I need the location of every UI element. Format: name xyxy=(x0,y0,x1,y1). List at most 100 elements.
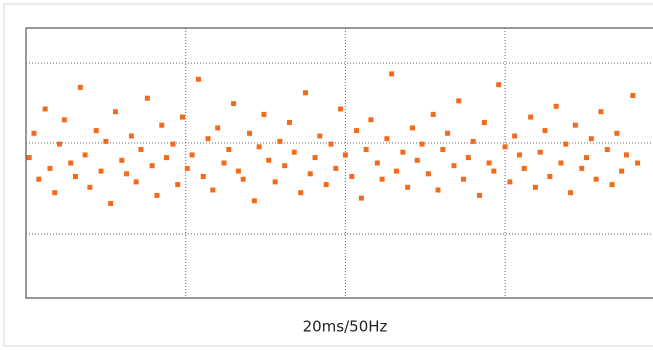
point xyxy=(247,130,253,136)
point xyxy=(133,179,139,185)
point xyxy=(154,192,160,198)
point xyxy=(286,120,292,125)
point xyxy=(93,128,99,134)
point xyxy=(98,168,104,174)
point xyxy=(409,125,415,131)
point xyxy=(614,130,620,136)
point xyxy=(537,149,543,155)
point xyxy=(210,187,216,193)
point xyxy=(563,141,569,147)
point xyxy=(405,184,411,190)
point xyxy=(598,109,604,115)
x-axis-label: 20ms/50Hz xyxy=(303,318,388,336)
point xyxy=(419,141,425,147)
point xyxy=(451,163,457,169)
point xyxy=(312,155,318,161)
point xyxy=(619,168,625,174)
point xyxy=(486,160,492,166)
point xyxy=(456,98,462,104)
point xyxy=(52,190,58,196)
point xyxy=(272,179,278,185)
point xyxy=(170,141,176,147)
point xyxy=(266,157,272,163)
point xyxy=(282,163,288,169)
point xyxy=(240,176,246,182)
point xyxy=(251,198,257,204)
point xyxy=(440,147,446,152)
point xyxy=(73,174,79,179)
point xyxy=(77,84,83,90)
point xyxy=(358,195,364,201)
point xyxy=(435,187,441,193)
point xyxy=(256,144,262,150)
point xyxy=(630,93,636,98)
point xyxy=(542,128,548,134)
point xyxy=(221,160,227,166)
point xyxy=(124,171,130,177)
point xyxy=(414,157,420,163)
point xyxy=(393,168,399,174)
point xyxy=(128,133,134,139)
point xyxy=(164,155,170,161)
point xyxy=(502,144,508,150)
point xyxy=(374,160,380,166)
point xyxy=(144,95,150,101)
point xyxy=(496,82,502,88)
point xyxy=(119,157,125,163)
point xyxy=(277,138,283,144)
point xyxy=(623,152,629,158)
point xyxy=(572,122,578,128)
point xyxy=(425,171,431,177)
point xyxy=(42,106,48,112)
point xyxy=(184,165,190,171)
point xyxy=(349,174,355,179)
point xyxy=(47,165,53,171)
point xyxy=(307,171,313,177)
point xyxy=(568,190,574,196)
point xyxy=(547,174,553,179)
point xyxy=(175,182,181,188)
point xyxy=(189,152,195,158)
point xyxy=(588,136,594,142)
point xyxy=(516,152,522,158)
point xyxy=(553,103,559,109)
point xyxy=(445,130,451,136)
point xyxy=(461,176,467,182)
point xyxy=(298,190,304,196)
point xyxy=(635,160,641,166)
point xyxy=(68,160,74,166)
point xyxy=(302,90,308,96)
point xyxy=(159,122,165,128)
point xyxy=(528,114,534,120)
point xyxy=(507,179,513,185)
point xyxy=(103,138,109,144)
point xyxy=(261,111,267,117)
point xyxy=(368,117,374,123)
point xyxy=(82,152,88,158)
point xyxy=(323,182,329,188)
point xyxy=(235,168,241,174)
point xyxy=(57,141,63,147)
point xyxy=(477,192,483,198)
point xyxy=(180,114,185,120)
point xyxy=(61,117,67,123)
point xyxy=(558,160,564,166)
point xyxy=(593,176,599,182)
point xyxy=(333,165,339,171)
point xyxy=(465,155,471,161)
point xyxy=(400,149,406,155)
point xyxy=(215,125,221,131)
point xyxy=(579,165,585,171)
point xyxy=(205,136,211,142)
point xyxy=(108,201,114,206)
point xyxy=(231,101,237,107)
point xyxy=(200,174,206,179)
point xyxy=(317,133,323,139)
point xyxy=(604,147,610,152)
point xyxy=(354,128,360,134)
point xyxy=(532,184,538,190)
point xyxy=(481,120,487,125)
point xyxy=(149,163,155,169)
